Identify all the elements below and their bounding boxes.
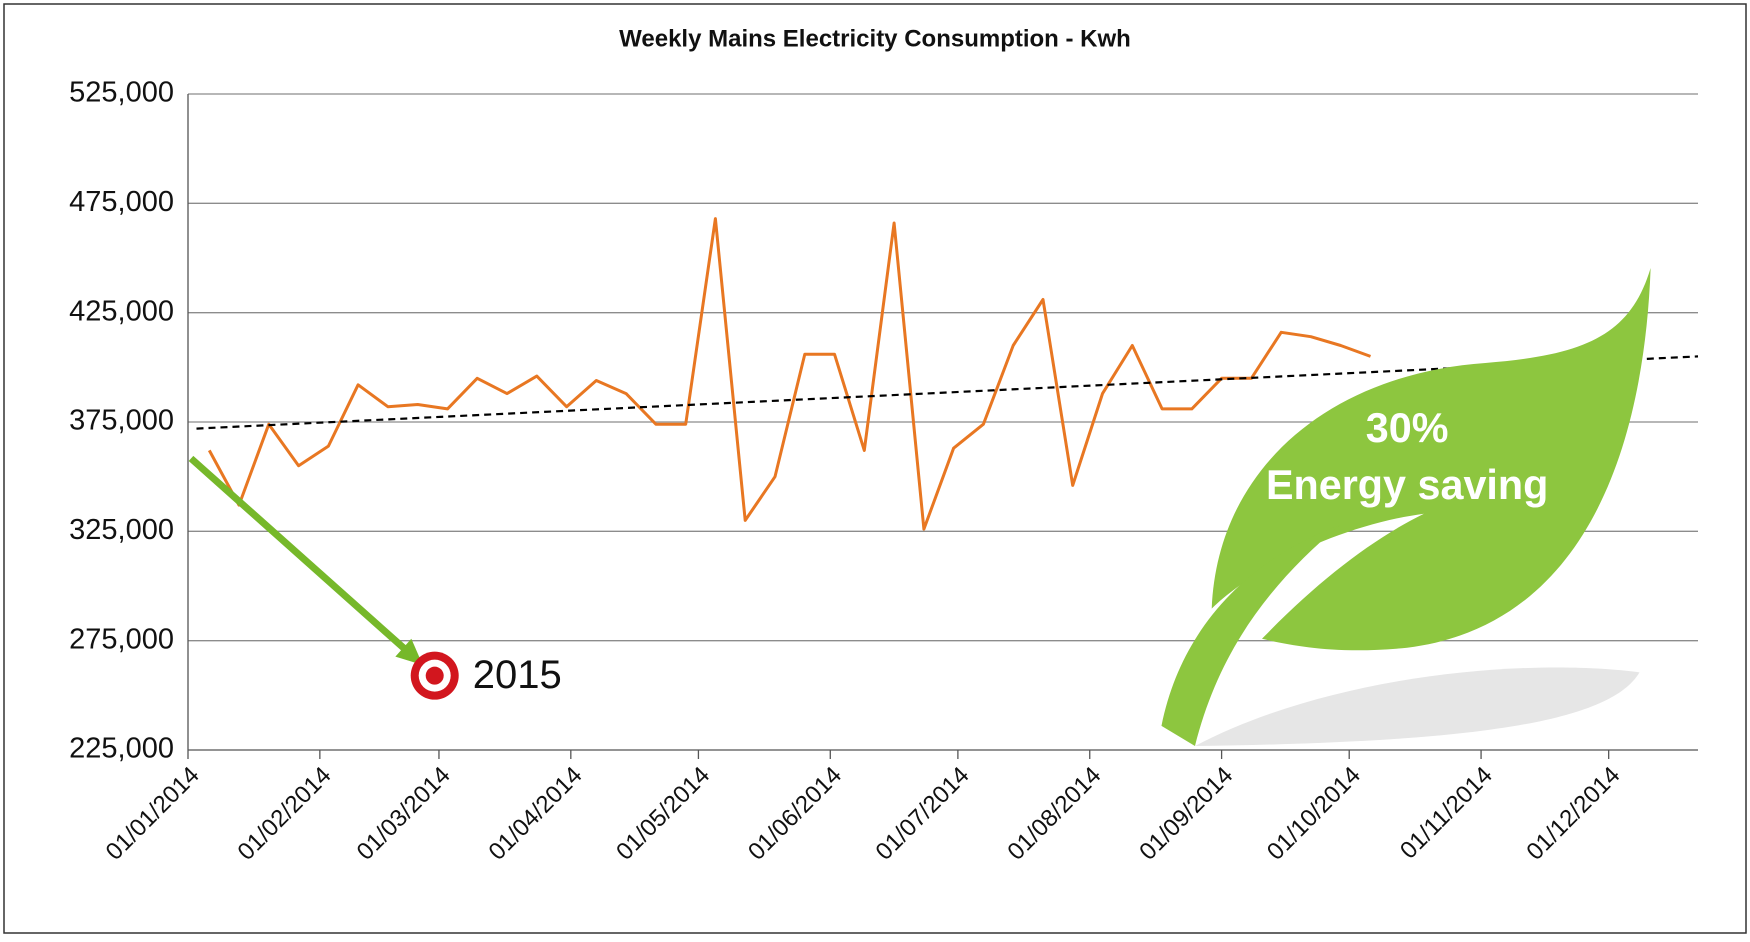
y-tick-label: 525,000 [69,77,174,109]
callout-text: Energy saving [1266,462,1548,508]
y-tick-label: 375,000 [69,405,174,437]
y-tick-label: 425,000 [69,295,174,327]
y-tick-label: 275,000 [69,623,174,655]
target-center [426,667,444,685]
chart: Weekly Mains Electricity Consumption - K… [0,0,1750,937]
y-tick-label: 325,000 [69,514,174,546]
chart-title: Weekly Mains Electricity Consumption - K… [619,25,1131,52]
target-label: 2015 [473,653,562,697]
callout-percent: 30% [1366,405,1449,451]
y-tick-label: 475,000 [69,186,174,218]
y-tick-label: 225,000 [69,733,174,765]
